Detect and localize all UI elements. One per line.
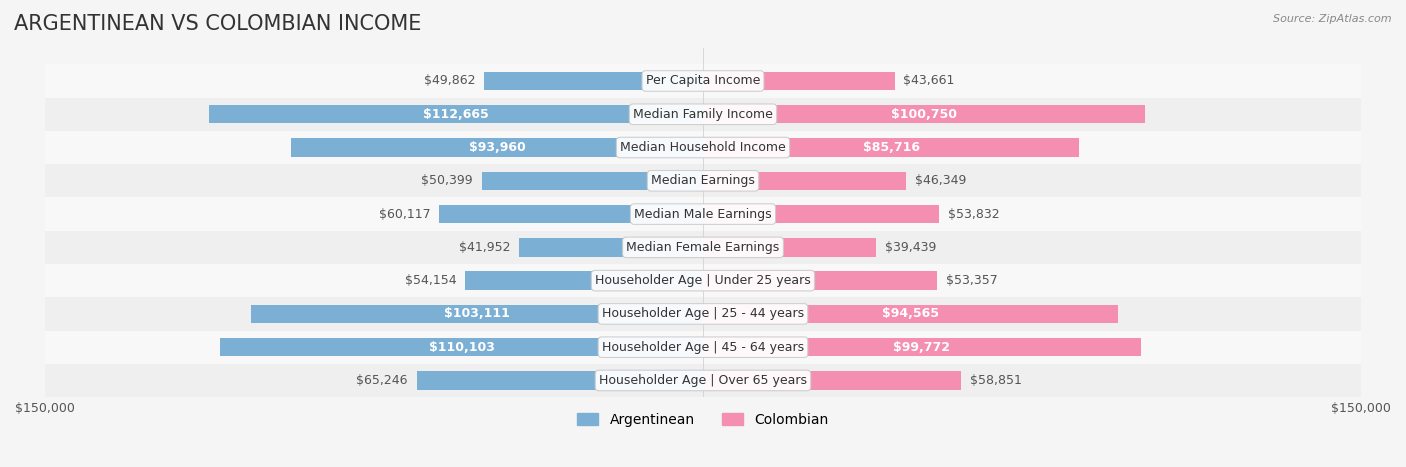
Bar	[703, 72, 894, 90]
Bar	[439, 205, 703, 223]
FancyBboxPatch shape	[45, 98, 1361, 131]
Text: $41,952: $41,952	[458, 241, 510, 254]
Legend: Argentinean, Colombian: Argentinean, Colombian	[572, 407, 834, 432]
Text: Median Family Income: Median Family Income	[633, 108, 773, 121]
Text: Per Capita Income: Per Capita Income	[645, 74, 761, 87]
Text: Median Female Earnings: Median Female Earnings	[627, 241, 779, 254]
Text: $65,246: $65,246	[357, 374, 408, 387]
Bar	[703, 238, 876, 256]
Text: $50,399: $50,399	[422, 174, 474, 187]
Text: $60,117: $60,117	[378, 208, 430, 220]
Text: Median Household Income: Median Household Income	[620, 141, 786, 154]
Bar	[703, 371, 962, 389]
Text: Median Earnings: Median Earnings	[651, 174, 755, 187]
Text: $85,716: $85,716	[862, 141, 920, 154]
Text: Median Male Earnings: Median Male Earnings	[634, 208, 772, 220]
Bar	[703, 338, 1140, 356]
Bar	[703, 172, 907, 190]
Bar	[465, 271, 703, 290]
Text: $93,960: $93,960	[468, 141, 526, 154]
Text: Householder Age | 25 - 44 years: Householder Age | 25 - 44 years	[602, 307, 804, 320]
FancyBboxPatch shape	[45, 297, 1361, 331]
Bar	[416, 371, 703, 389]
Text: $54,154: $54,154	[405, 274, 457, 287]
Text: Householder Age | 45 - 64 years: Householder Age | 45 - 64 years	[602, 341, 804, 354]
Bar	[208, 105, 703, 123]
Text: $103,111: $103,111	[444, 307, 510, 320]
Text: $112,665: $112,665	[423, 108, 489, 121]
Text: Source: ZipAtlas.com: Source: ZipAtlas.com	[1274, 14, 1392, 24]
FancyBboxPatch shape	[45, 364, 1361, 397]
Text: $39,439: $39,439	[884, 241, 936, 254]
Text: Householder Age | Under 25 years: Householder Age | Under 25 years	[595, 274, 811, 287]
Bar	[482, 172, 703, 190]
Text: $100,750: $100,750	[891, 108, 957, 121]
Text: $58,851: $58,851	[970, 374, 1022, 387]
Bar	[703, 271, 936, 290]
FancyBboxPatch shape	[45, 64, 1361, 98]
Text: Householder Age | Over 65 years: Householder Age | Over 65 years	[599, 374, 807, 387]
Bar	[703, 105, 1144, 123]
Text: $53,357: $53,357	[946, 274, 998, 287]
Bar	[219, 338, 703, 356]
Bar	[703, 205, 939, 223]
FancyBboxPatch shape	[45, 164, 1361, 198]
FancyBboxPatch shape	[45, 331, 1361, 364]
Bar	[291, 138, 703, 156]
Text: $53,832: $53,832	[948, 208, 1000, 220]
Text: $110,103: $110,103	[429, 341, 495, 354]
Bar	[519, 238, 703, 256]
FancyBboxPatch shape	[45, 231, 1361, 264]
FancyBboxPatch shape	[45, 131, 1361, 164]
Text: $49,862: $49,862	[425, 74, 475, 87]
FancyBboxPatch shape	[45, 264, 1361, 297]
Bar	[484, 72, 703, 90]
Text: $43,661: $43,661	[903, 74, 955, 87]
Text: $46,349: $46,349	[915, 174, 966, 187]
Bar	[703, 138, 1078, 156]
Bar	[703, 305, 1118, 323]
Bar	[250, 305, 703, 323]
Text: ARGENTINEAN VS COLOMBIAN INCOME: ARGENTINEAN VS COLOMBIAN INCOME	[14, 14, 422, 34]
Text: $94,565: $94,565	[882, 307, 939, 320]
Text: $99,772: $99,772	[893, 341, 950, 354]
FancyBboxPatch shape	[45, 198, 1361, 231]
